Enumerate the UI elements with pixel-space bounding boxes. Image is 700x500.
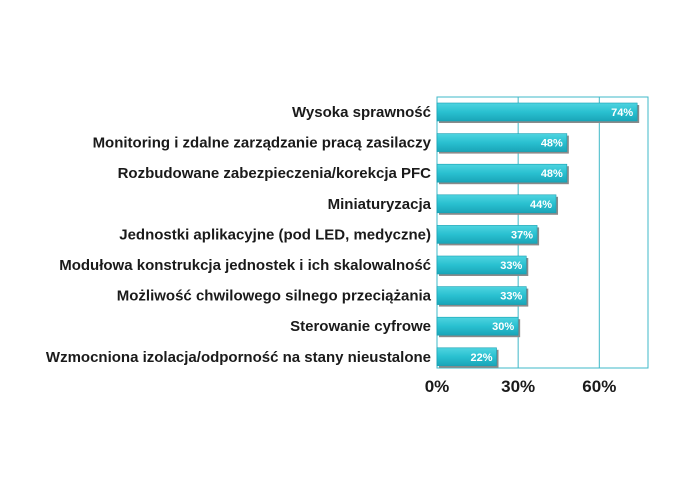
- data-label: 48%: [541, 138, 563, 150]
- category-label: Możliwość chwilowego silnego przeciążani…: [117, 288, 432, 305]
- category-label: Wysoka sprawność: [292, 104, 431, 121]
- bar: [436, 102, 638, 122]
- x-tick-label: 30%: [501, 377, 535, 396]
- data-label: 30%: [492, 321, 514, 333]
- data-label: 33%: [500, 260, 522, 272]
- data-label: 37%: [511, 229, 533, 241]
- bar: [436, 163, 568, 183]
- bar: [436, 133, 568, 152]
- bar: [436, 316, 519, 336]
- category-label: Jednostki aplikacyjne (pod LED, medyczne…: [119, 226, 431, 243]
- data-label: 22%: [470, 352, 492, 364]
- category-label: Sterowanie cyfrowe: [290, 318, 431, 335]
- category-label: Rozbudowane zabezpieczenia/korekcja PFC: [118, 165, 432, 182]
- bar: [436, 225, 538, 244]
- bar: [436, 194, 557, 214]
- category-label: Miniaturyzacja: [328, 196, 432, 213]
- category-label: Modułowa konstrukcja jednostek i ich ska…: [59, 257, 431, 274]
- data-label: 33%: [500, 291, 522, 303]
- data-label: 44%: [530, 199, 552, 211]
- x-tick-label: 0%: [425, 377, 450, 396]
- data-label: 74%: [611, 107, 633, 119]
- data-label: 48%: [541, 168, 563, 180]
- category-label: Monitoring i zdalne zarządzanie pracą za…: [93, 135, 432, 152]
- bar: [436, 286, 527, 305]
- x-tick-label: 60%: [582, 377, 616, 396]
- category-label: Wzmocniona izolacja/odporność na stany n…: [46, 349, 431, 366]
- bar: [436, 255, 527, 275]
- bar: [436, 347, 497, 367]
